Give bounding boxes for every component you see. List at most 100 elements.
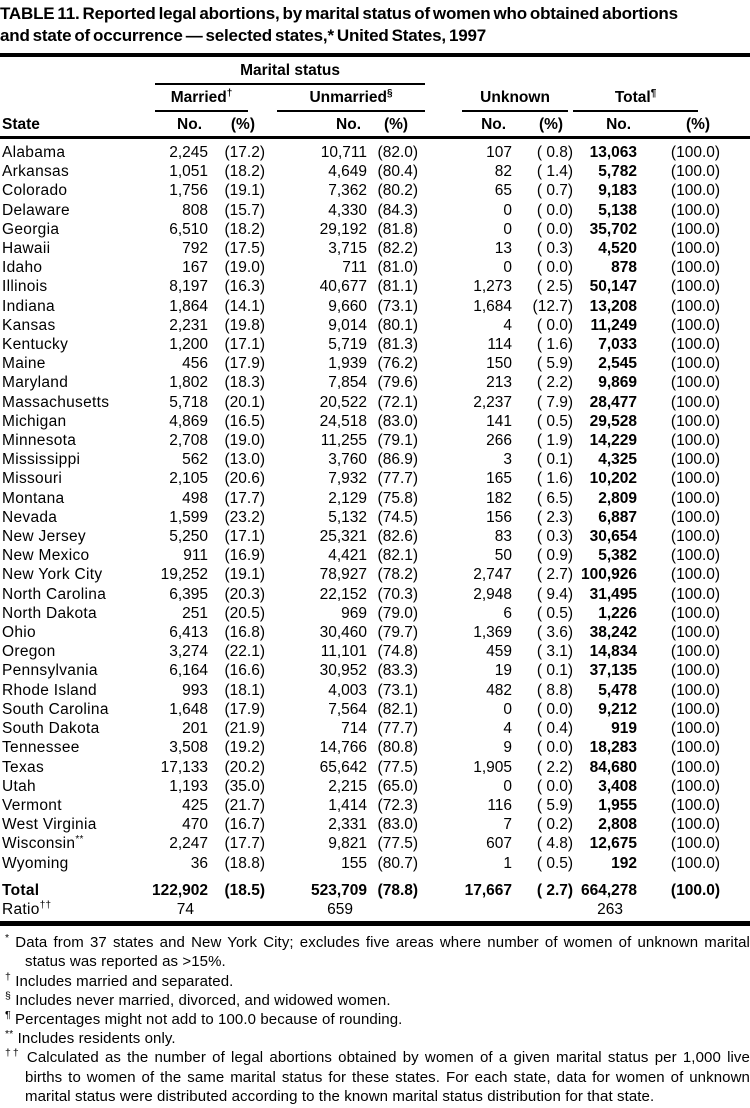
unknown-no: 50: [494, 547, 513, 565]
table-row: Ohio 6,413 (16.8) 30,460 (79.7) 1,369 ( 3.6) 38…: [0, 623, 750, 642]
total-no: 6,887: [598, 508, 638, 526]
unmarried-no: 5,719: [328, 336, 367, 354]
unmarried-pct: (86.9): [377, 451, 419, 469]
total-no: 9,183: [598, 182, 638, 200]
total-no: 50,147: [589, 278, 638, 296]
total-no: 4,325: [598, 451, 638, 469]
unknown-no: 165: [486, 470, 513, 488]
married-no: 911: [183, 547, 208, 565]
unknown-no: 0: [503, 777, 513, 795]
column-header-state: State: [0, 112, 150, 139]
unknown-pct: ( 0.3): [536, 528, 574, 546]
total-no: 919: [611, 720, 638, 738]
unknown-no: 0: [503, 220, 513, 238]
married-pct: (17.5): [224, 240, 266, 258]
unknown-no: 19: [494, 662, 513, 680]
total-pct: (100.0): [670, 739, 721, 757]
unmarried-no: 7,854: [328, 374, 367, 392]
total-no: 12,675: [589, 835, 638, 853]
unknown-pct: ( 8.8): [536, 681, 574, 699]
married-pct: (17.7): [224, 489, 266, 507]
total-pct: (100.0): [670, 777, 721, 795]
state-name: Hawaii: [2, 240, 51, 258]
total-unmarried-pct: (78.8): [377, 881, 419, 899]
total-no: 9,869: [598, 374, 638, 392]
unmarried-no: 2,215: [328, 777, 367, 795]
unknown-pct: ( 3.1): [536, 643, 574, 661]
total-pct: (100.0): [670, 412, 721, 430]
column-header-married-pct: (%): [208, 112, 265, 139]
unknown-no: 1: [503, 854, 513, 872]
total-no: 192: [611, 854, 638, 872]
unmarried-no: 3,760: [328, 451, 367, 469]
married-no: 4,869: [169, 412, 208, 430]
married-no: 498: [182, 489, 208, 507]
unmarried-no: 29,192: [319, 220, 367, 238]
married-pct: (23.2): [224, 508, 266, 526]
table-row: New Jersey 5,250 (17.1) 25,321 (82.6) 83 ( 0.3…: [0, 527, 750, 546]
table-row: North Dakota 251 (20.5) 969 (79.0) 6 ( 0.5) 1,2…: [0, 604, 750, 623]
state-name: Delaware: [2, 201, 70, 219]
unknown-no: 0: [503, 259, 513, 277]
total-no: 5,138: [598, 201, 638, 219]
unknown-pct: ( 0.2): [536, 816, 574, 834]
state-name: Kentucky: [2, 336, 69, 354]
unmarried-no: 4,003: [328, 681, 367, 699]
table-row: New Mexico 911 (16.9) 4,421 (82.1) 50 ( 0.9) 5,…: [0, 546, 750, 565]
unknown-no: 4: [503, 316, 513, 334]
married-pct: (17.9): [224, 700, 266, 718]
married-pct: (18.2): [224, 220, 266, 238]
married-no: 1,051: [169, 163, 208, 181]
unknown-no: 0: [503, 201, 513, 219]
unknown-no: 482: [486, 681, 513, 699]
unmarried-no: 78,927: [319, 566, 367, 584]
unknown-no: 82: [494, 163, 513, 181]
married-no: 6,413: [169, 624, 208, 642]
married-no: 562: [182, 451, 208, 469]
unmarried-pct: (83.0): [377, 816, 419, 834]
married-pct: (19.0): [224, 259, 266, 277]
unknown-pct: ( 0.5): [536, 854, 574, 872]
state-name: Minnesota: [2, 432, 77, 450]
ratio-row: Ratio†† 74 659 263: [0, 900, 750, 924]
unmarried-no: 10,711: [320, 144, 367, 161]
state-name: Missouri: [2, 470, 63, 488]
total-pct: (100.0): [670, 297, 721, 315]
unknown-pct: ( 0.0): [536, 220, 574, 238]
unknown-no: 6: [503, 604, 513, 622]
unknown-pct: ( 1.9): [536, 432, 574, 450]
unmarried-no: 4,649: [328, 163, 367, 181]
total-pct: (100.0): [670, 547, 721, 565]
total-total-no: 664,278: [581, 881, 638, 899]
total-no: 5,782: [598, 163, 638, 181]
total-no: 5,382: [598, 547, 638, 565]
married-pct: (17.9): [224, 355, 266, 373]
total-no: 29,528: [589, 412, 638, 430]
total-pct: (100.0): [670, 201, 721, 219]
ratio-total: 263: [597, 900, 624, 918]
column-header-total-no: No.: [573, 112, 638, 139]
column-group-married: Married†: [155, 88, 248, 112]
unknown-pct: ( 0.5): [536, 412, 574, 430]
married-no: 2,105: [169, 470, 208, 488]
married-pct: (18.2): [224, 163, 266, 181]
column-group-unmarried: Unmarried§: [277, 88, 426, 112]
unknown-no: 607: [486, 835, 513, 853]
table-row: Colorado 1,756 (19.1) 7,362 (80.2) 65 ( 0.7) 9,…: [0, 181, 750, 200]
unknown-pct: ( 5.9): [536, 796, 574, 814]
state-name: Rhode Island: [2, 681, 97, 699]
total-no: 38,242: [589, 624, 638, 642]
married-pct: (20.3): [224, 585, 266, 603]
state-name: Vermont: [2, 796, 62, 814]
unknown-pct: ( 0.0): [536, 201, 574, 219]
unknown-no: 1,684: [473, 297, 513, 315]
unmarried-pct: (74.5): [377, 508, 419, 526]
total-no: 100,926: [581, 566, 638, 584]
unknown-pct: ( 3.6): [536, 624, 574, 642]
married-no: 19,252: [160, 566, 208, 584]
ratio-label: Ratio††: [2, 899, 52, 918]
table-row: Kansas 2,231 (19.8) 9,014 (80.1) 4 ( 0.0) 11,24…: [0, 316, 750, 335]
table-row: Kentucky 1,200 (17.1) 5,719 (81.3) 114 ( 1.6) 7…: [0, 335, 750, 354]
unmarried-no: 7,362: [328, 182, 367, 200]
